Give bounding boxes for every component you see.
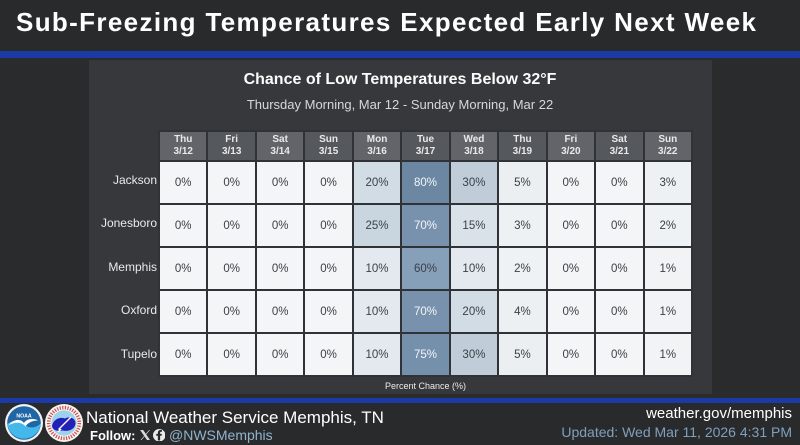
svg-text:NOAA: NOAA [16,414,32,420]
